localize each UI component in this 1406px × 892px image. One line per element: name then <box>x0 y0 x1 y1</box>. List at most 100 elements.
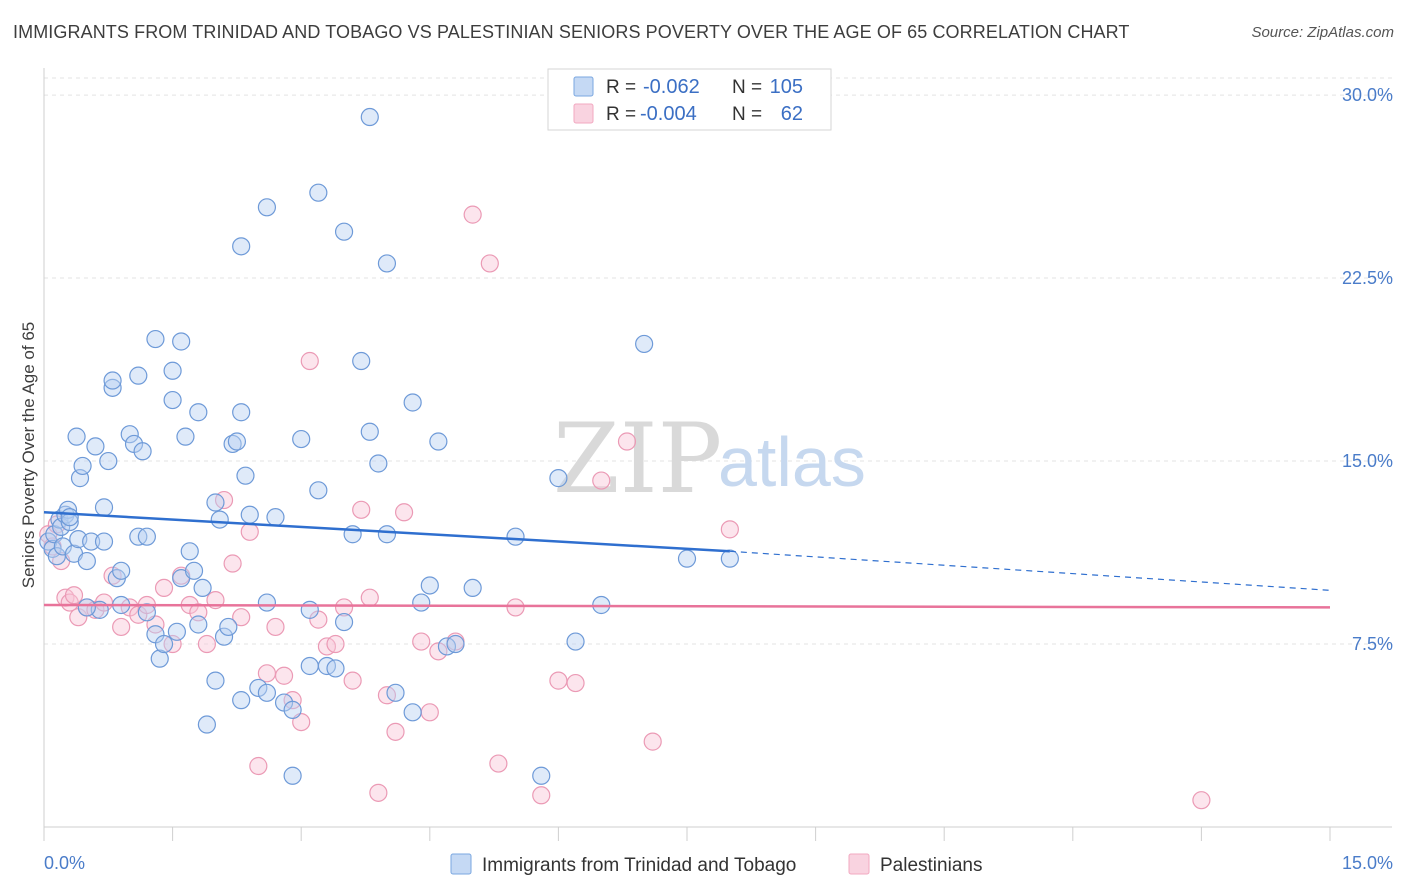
point-trinidad <box>412 593 431 612</box>
point-trinidad <box>326 659 345 678</box>
point-trinidad <box>137 603 156 622</box>
watermark: ZIP atlas <box>553 403 866 515</box>
x-tick-label: 15.0% <box>1342 853 1393 873</box>
point-trinidad <box>103 371 122 390</box>
point-trinidad <box>210 510 229 529</box>
legend-label-palestinians: Palestinians <box>880 855 982 876</box>
point-trinidad <box>386 683 405 702</box>
point-trinidad <box>154 634 174 654</box>
point-palestinians <box>532 786 551 805</box>
point-palestinians <box>274 666 294 685</box>
point-trinidad <box>377 254 397 273</box>
source-credit: Source: ZipAtlas.com <box>1251 24 1394 41</box>
series-palestinians-points <box>39 205 1211 810</box>
point-palestinians <box>566 673 585 693</box>
point-trinidad <box>257 198 277 217</box>
stats-n-label-pink: N = <box>732 104 762 125</box>
point-trinidad <box>146 329 165 349</box>
point-trinidad <box>189 615 208 634</box>
gridlines <box>44 77 1392 645</box>
point-trinidad <box>360 422 379 441</box>
point-palestinians <box>463 205 482 224</box>
point-trinidad <box>53 537 72 556</box>
point-trinidad <box>82 532 101 551</box>
y-tick-label: 22.5% <box>1342 268 1393 288</box>
stats-legend-box <box>547 68 832 131</box>
y-tick-labels: 7.5% 15.0% 22.5% 30.0% <box>1342 85 1393 654</box>
point-trinidad <box>176 427 195 446</box>
y-tick-label: 15.0% <box>1342 451 1393 471</box>
axes <box>43 68 1392 841</box>
point-trinidad <box>77 598 96 617</box>
point-palestinians <box>232 608 251 627</box>
point-palestinians <box>480 254 499 273</box>
y-tick-label: 30.0% <box>1342 85 1393 105</box>
point-trinidad <box>103 378 122 397</box>
point-trinidad <box>94 498 114 517</box>
trend-line-trinidad-extension <box>729 550 1331 591</box>
point-palestinians <box>1192 791 1211 810</box>
point-palestinians <box>394 503 414 522</box>
point-palestinians <box>343 671 362 690</box>
point-trinidad <box>292 429 311 449</box>
point-trinidad <box>137 527 156 546</box>
point-trinidad <box>60 508 79 527</box>
point-trinidad <box>300 600 319 619</box>
point-trinidad <box>94 532 114 551</box>
point-trinidad <box>506 527 525 546</box>
trend-line-trinidad <box>43 511 730 553</box>
point-trinidad <box>189 403 208 422</box>
point-palestinians <box>549 671 568 690</box>
trend-lines <box>43 511 1331 609</box>
point-palestinians <box>360 588 379 607</box>
point-trinidad <box>227 432 246 451</box>
point-trinidad <box>167 622 186 641</box>
stats-n-value-pink: 62 <box>781 103 803 125</box>
point-trinidad <box>163 361 182 380</box>
watermark-atlas: atlas <box>718 423 866 501</box>
point-trinidad <box>446 634 465 654</box>
point-palestinians <box>489 754 508 773</box>
stats-n-value-blue: 105 <box>770 76 803 98</box>
stats-swatch-blue <box>573 76 594 97</box>
stats-r-label-pink: R = <box>606 104 636 125</box>
point-trinidad <box>133 442 152 461</box>
y-tick-label: 7.5% <box>1352 634 1393 654</box>
legend-swatch-palestinians <box>848 853 870 875</box>
point-trinidad <box>283 700 302 719</box>
point-trinidad <box>236 466 255 485</box>
point-trinidad <box>257 683 277 702</box>
point-palestinians <box>420 703 439 722</box>
point-trinidad <box>120 425 139 444</box>
series-trinidad-points <box>39 107 739 785</box>
point-palestinians <box>154 578 174 598</box>
x-tick-label: 0.0% <box>44 853 85 873</box>
bottom-legend: Immigrants from Trinidad and Tobago Pale… <box>450 853 982 876</box>
watermark-zip: ZIP <box>553 403 722 515</box>
point-trinidad <box>369 454 388 473</box>
point-trinidad <box>73 456 92 476</box>
point-trinidad <box>99 451 118 471</box>
point-trinidad <box>720 549 739 568</box>
point-trinidad <box>403 393 422 412</box>
point-trinidad <box>566 632 585 651</box>
point-trinidad <box>309 481 328 500</box>
point-palestinians <box>369 783 388 802</box>
point-trinidad <box>206 493 225 512</box>
point-trinidad <box>206 671 225 690</box>
point-trinidad <box>283 766 302 785</box>
point-trinidad <box>172 332 191 351</box>
point-trinidad <box>403 703 422 722</box>
point-trinidad <box>300 656 319 676</box>
point-trinidad <box>429 432 448 451</box>
x-tick-labels: 0.0% 15.0% <box>44 853 1393 873</box>
point-palestinians <box>240 522 259 541</box>
point-palestinians <box>249 756 268 776</box>
point-trinidad <box>240 505 259 524</box>
point-palestinians <box>266 617 285 637</box>
point-trinidad <box>232 237 251 256</box>
point-trinidad <box>214 627 234 646</box>
point-palestinians <box>386 722 405 741</box>
point-palestinians <box>643 732 662 751</box>
